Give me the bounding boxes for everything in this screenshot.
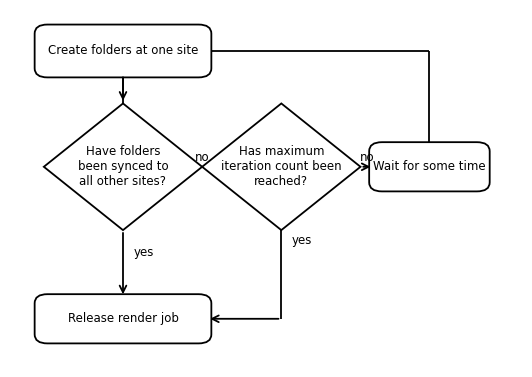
Text: yes: yes xyxy=(133,246,154,259)
Text: Has maximum
iteration count been
reached?: Has maximum iteration count been reached… xyxy=(221,145,342,188)
Polygon shape xyxy=(44,103,202,230)
FancyBboxPatch shape xyxy=(35,25,211,77)
Polygon shape xyxy=(202,103,361,230)
Text: Create folders at one site: Create folders at one site xyxy=(48,44,198,57)
Text: no: no xyxy=(360,151,374,164)
Text: Release render job: Release render job xyxy=(68,312,178,325)
Text: yes: yes xyxy=(292,234,312,247)
FancyBboxPatch shape xyxy=(35,294,211,343)
Text: Have folders
been synced to
all other sites?: Have folders been synced to all other si… xyxy=(78,145,168,188)
Text: no: no xyxy=(195,151,210,164)
Text: Wait for some time: Wait for some time xyxy=(373,160,486,173)
FancyBboxPatch shape xyxy=(369,142,489,192)
